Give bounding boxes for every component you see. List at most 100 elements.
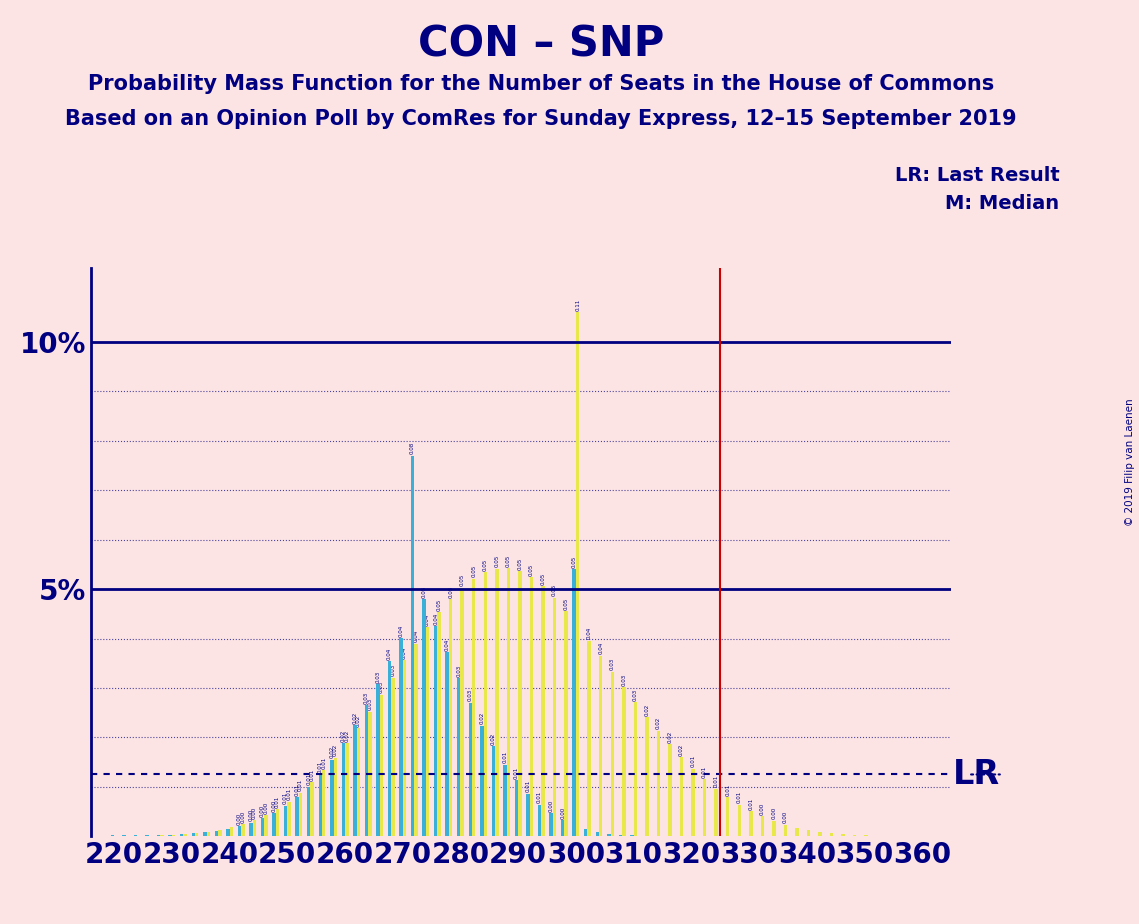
Bar (560, 821, 565, 836)
Bar (426, 627, 429, 836)
Text: 0.04: 0.04 (413, 630, 418, 642)
Bar (345, 743, 349, 836)
Bar (530, 578, 533, 836)
Bar (227, 829, 230, 836)
Text: 0.00: 0.00 (248, 809, 254, 821)
Bar (403, 661, 407, 836)
Text: 0.02: 0.02 (352, 711, 358, 723)
Text: 0.00: 0.00 (271, 799, 277, 811)
Bar (611, 672, 614, 836)
Bar (468, 703, 472, 836)
Text: 0.01: 0.01 (502, 751, 508, 763)
Text: 0.02: 0.02 (667, 731, 672, 743)
Bar (298, 793, 302, 836)
Text: 0.03: 0.03 (391, 663, 395, 676)
Bar (276, 809, 279, 836)
Bar (538, 805, 541, 836)
Bar (830, 833, 834, 836)
Bar (573, 569, 576, 836)
Bar (284, 806, 287, 836)
Text: 0.04: 0.04 (444, 638, 450, 650)
Bar (437, 613, 441, 836)
Text: 0.04: 0.04 (433, 613, 439, 625)
Text: 0.00: 0.00 (771, 808, 777, 820)
Text: 0.01: 0.01 (287, 788, 292, 800)
Bar (264, 816, 268, 836)
Text: 0.05: 0.05 (541, 573, 546, 585)
Bar (169, 834, 172, 836)
Text: 0.03: 0.03 (364, 691, 369, 704)
Bar (738, 805, 741, 836)
Bar (599, 656, 603, 836)
Bar (691, 769, 695, 836)
Text: 0.05: 0.05 (494, 555, 499, 567)
Bar (484, 572, 487, 836)
Text: © 2019 Filip van Laenen: © 2019 Filip van Laenen (1125, 398, 1134, 526)
Bar (714, 789, 718, 836)
Text: 0.02: 0.02 (344, 730, 350, 742)
Bar (518, 571, 522, 836)
Bar (311, 783, 314, 836)
Bar (588, 640, 591, 836)
Bar (507, 568, 510, 836)
Text: 0.02: 0.02 (333, 744, 338, 756)
Text: 0.05: 0.05 (517, 557, 523, 570)
Bar (645, 717, 648, 836)
Bar (368, 711, 371, 836)
Bar (726, 797, 729, 836)
Bar (680, 757, 683, 836)
Bar (415, 643, 418, 836)
Bar (214, 831, 218, 836)
Bar (391, 677, 395, 836)
Text: 0.00: 0.00 (252, 807, 257, 819)
Bar (230, 827, 233, 836)
Bar (622, 687, 625, 836)
Bar (203, 833, 206, 836)
Text: 0.03: 0.03 (376, 670, 380, 683)
Text: LR: LR (953, 758, 1000, 791)
Bar (576, 312, 580, 836)
Text: 0.00: 0.00 (549, 800, 554, 812)
Text: CON – SNP: CON – SNP (418, 23, 664, 65)
Text: 0.01: 0.01 (318, 760, 322, 773)
Bar (618, 834, 622, 836)
Text: 0.01: 0.01 (284, 792, 288, 804)
Text: 0.00: 0.00 (240, 810, 245, 823)
Bar (238, 826, 241, 836)
Bar (630, 835, 633, 836)
Text: 0.02: 0.02 (355, 714, 361, 726)
Text: Probability Mass Function for the Number of Seats in the House of Commons: Probability Mass Function for the Number… (88, 74, 994, 94)
Text: 0.03: 0.03 (457, 664, 461, 676)
Text: 0.00: 0.00 (260, 805, 265, 817)
Text: 0.00: 0.00 (237, 812, 241, 825)
Text: 0.04: 0.04 (425, 614, 431, 626)
Bar (218, 830, 222, 836)
Bar (241, 824, 245, 836)
Text: 0.05: 0.05 (448, 585, 453, 598)
Bar (457, 678, 460, 836)
Bar (549, 813, 552, 836)
Bar (364, 705, 368, 836)
Bar (515, 781, 518, 836)
Text: 0.00: 0.00 (263, 802, 269, 814)
Bar (481, 725, 484, 836)
Text: 0.01: 0.01 (737, 791, 741, 803)
Text: 0.11: 0.11 (575, 298, 580, 311)
Bar (795, 828, 798, 836)
Text: 0.04: 0.04 (399, 625, 403, 637)
Text: 0.01: 0.01 (525, 780, 531, 792)
Bar (287, 802, 290, 836)
Bar (379, 695, 383, 836)
Text: 0.04: 0.04 (402, 647, 407, 659)
Text: 0.05: 0.05 (528, 564, 534, 576)
Bar (607, 833, 611, 836)
Bar (376, 684, 379, 836)
Bar (633, 702, 637, 836)
Text: 0.01: 0.01 (321, 757, 326, 769)
Text: 0.03: 0.03 (468, 689, 473, 701)
Bar (330, 760, 334, 836)
Bar (492, 747, 495, 836)
Bar (669, 745, 672, 836)
Bar (191, 833, 195, 836)
Text: 0.03: 0.03 (609, 658, 615, 670)
